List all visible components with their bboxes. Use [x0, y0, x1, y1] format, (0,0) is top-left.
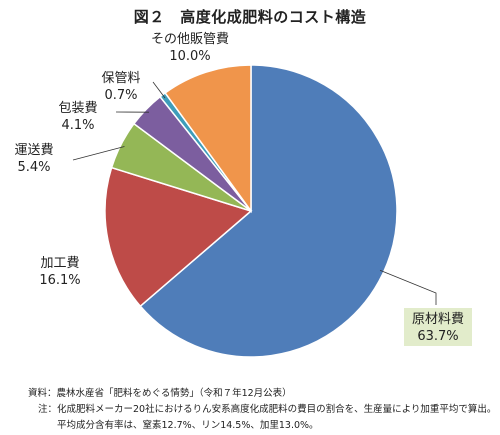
footnote: 注： 化成肥料メーカー20社におけるりん安系高度化成肥料の費目の割合を、生産量に…	[28, 402, 498, 434]
slice-value-4: 0.7%	[104, 88, 137, 103]
slice-label-0: 原材料費	[412, 312, 464, 327]
footnote-text: 化成肥料メーカー20社におけるりん安系高度化成肥料の費目の割合を、生産量により加…	[57, 404, 497, 431]
leader-line-4	[152, 81, 166, 99]
pie-slice-1	[104, 166, 253, 308]
leader-line-0	[379, 269, 437, 305]
source-head: 資料：	[28, 388, 57, 399]
slice-label-3: 包装費	[58, 101, 97, 116]
pie-slice-5	[164, 64, 252, 214]
chart-notes: 資料： 農林水産省「肥料をめぐる情勢」（令和７年12月公表） 注： 化成肥料メー…	[28, 386, 498, 434]
label-highlight-box	[404, 308, 472, 346]
slice-value-1: 16.1%	[39, 273, 80, 288]
source-note: 資料： 農林水産省「肥料をめぐる情勢」（令和７年12月公表）	[28, 386, 498, 402]
slice-label-4: 保管料	[101, 71, 140, 86]
slice-label-2: 運送費	[14, 143, 53, 158]
slice-value-5: 10.0%	[169, 49, 210, 64]
source-text: 農林水産省「肥料をめぐる情勢」（令和７年12月公表）	[56, 388, 292, 399]
slice-value-2: 5.4%	[17, 160, 50, 175]
leader-line-2	[72, 146, 125, 161]
slice-value-0: 63.7%	[417, 329, 458, 344]
slice-value-3: 4.1%	[61, 118, 94, 133]
slice-label-1: 加工費	[40, 256, 79, 271]
footnote-head: 注：	[38, 404, 58, 415]
slice-label-5: その他販管費	[151, 32, 229, 47]
chart-title: 図２ 高度化成肥料のコスト構造	[133, 8, 367, 26]
